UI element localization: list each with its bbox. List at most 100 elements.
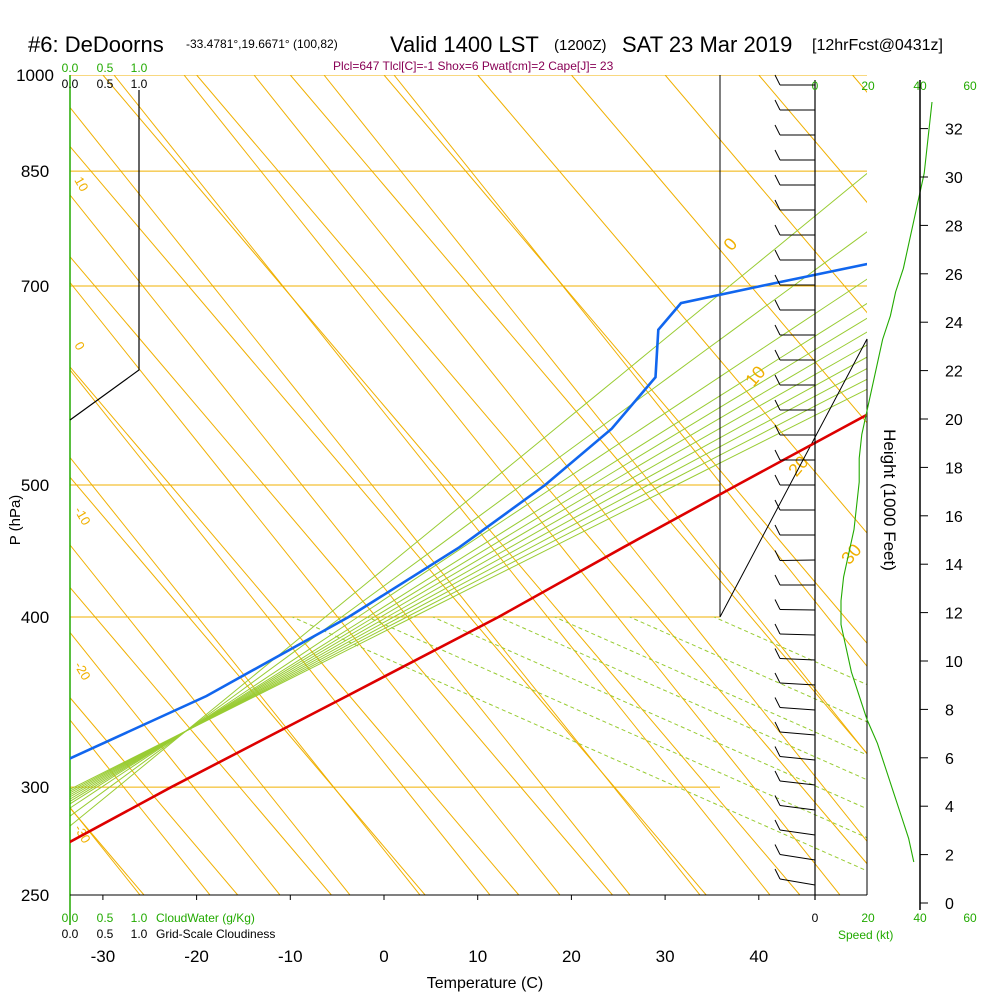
isotherm-line — [853, 75, 1000, 895]
pressure-tick-label: 700 — [21, 277, 49, 296]
wind-barb-flag — [775, 325, 780, 335]
utc-time: (1200Z) — [554, 37, 607, 54]
speed-tick-top: 60 — [963, 79, 977, 93]
speed-tick-top: 20 — [861, 79, 875, 93]
pressure-tick-label: 300 — [21, 778, 49, 797]
moist-adiabat-label: 30 — [837, 540, 865, 568]
pressure-tick-label: 250 — [21, 886, 49, 905]
wind-barb-flag — [775, 624, 780, 634]
mixing-ratio-line — [498, 617, 1000, 895]
wind-barb-flag — [775, 796, 780, 806]
wind-barb — [780, 879, 815, 885]
wind-barb — [780, 708, 815, 711]
isotherm-edge-label: 0 — [71, 339, 88, 353]
temperature-tick-label: -10 — [278, 947, 303, 966]
height-tick-label: 26 — [945, 267, 963, 284]
dewpoint-profile — [0, 109, 1000, 896]
height-tick-label: 28 — [945, 218, 963, 235]
height-tick-label: 12 — [945, 606, 963, 623]
wind-barb — [780, 757, 815, 761]
wind-barb-flag — [775, 475, 780, 485]
wind-barb — [780, 806, 815, 811]
cloudwater-tick-top: 1.0 — [131, 61, 148, 75]
wind-barb-flag — [775, 698, 780, 708]
wind-barb-flag — [775, 300, 780, 310]
y-axis-label: P (hPa) — [7, 495, 24, 546]
wind-barb-flag — [775, 845, 780, 855]
cloudiness-label: Grid-Scale Cloudiness — [156, 927, 275, 941]
cloudwater-label: CloudWater (g/Kg) — [156, 911, 255, 925]
temperature-tick-label: 0 — [379, 947, 388, 966]
height-tick-label: 24 — [945, 315, 963, 332]
speed-tick-bottom: 20 — [861, 911, 875, 925]
forecast-tag: [12hrFcst@0431z] — [812, 37, 943, 54]
mixing-ratio-line — [555, 617, 1000, 895]
height-tick-label: 0 — [945, 896, 954, 913]
cloudiness-tick-top: 0.0 — [62, 77, 79, 91]
cloudwater-tick-bottom: 0.5 — [97, 911, 114, 925]
speed-tick-bottom: 40 — [913, 911, 927, 925]
cloudiness-tick-bottom: 0.0 — [62, 927, 79, 941]
valid-date: SAT 23 Mar 2019 — [622, 32, 792, 57]
temperature-tick-label: 20 — [562, 947, 581, 966]
wind-barb — [780, 732, 815, 735]
speed-tick-bottom: 60 — [963, 911, 977, 925]
wind-barb — [780, 634, 815, 635]
pressure-tick-label: 850 — [21, 162, 49, 181]
height-tick-label: 10 — [945, 654, 963, 671]
wind-barb-flag — [775, 600, 780, 610]
wind-barb-flag — [775, 225, 780, 235]
cloudiness-tick-top: 1.0 — [131, 77, 148, 91]
mixing-ratio-label: 5 — [418, 903, 433, 919]
height-tick-label: 2 — [945, 848, 954, 865]
speed-tick-top: 0 — [812, 79, 819, 93]
wind-barb-flag — [775, 175, 780, 185]
wind-barb-flag — [775, 525, 780, 535]
sounding-profiles — [0, 104, 1000, 895]
wind-barb-flag — [775, 350, 780, 360]
height-tick-label: 14 — [945, 557, 963, 574]
mixing-ratio-label: 3 — [354, 903, 369, 919]
wind-barb-flag — [775, 551, 780, 561]
wind-barb-flag — [775, 575, 780, 585]
wind-barb-flag — [775, 771, 780, 781]
wind-barb-flag — [775, 450, 780, 460]
isotherm-edge-label: -20 — [71, 659, 93, 683]
wind-barb-flag — [775, 150, 780, 160]
temperature-tick-label: -30 — [91, 947, 116, 966]
isotherm-edge-label: 10 — [71, 174, 91, 194]
station-coords: -33.4781°,19.6671° (100,82) — [186, 37, 338, 51]
mixing-ratio-label: 12 — [535, 901, 556, 922]
height-axis-label: Height (1000 Feet) — [880, 429, 899, 571]
wind-barb — [780, 683, 815, 685]
cloudiness-tick-bottom: 1.0 — [131, 927, 148, 941]
pressure-tick-label: 1000 — [16, 66, 54, 85]
cloudiness-tick-top: 0.5 — [97, 77, 114, 91]
stability-indices: Plcl=647 Tlcl[C]=-1 Shox=6 Pwat[cm]=2 Ca… — [333, 59, 614, 73]
x-axis-label: Temperature (C) — [427, 975, 543, 992]
cloudwater-tick-bottom: 1.0 — [131, 911, 148, 925]
temperature-tick-label: -20 — [184, 947, 209, 966]
cloudiness-profile — [70, 90, 139, 420]
moist-adiabat-label: 10 — [741, 362, 769, 390]
cloudwater-tick-top: 0.5 — [97, 61, 114, 75]
cloudwater-tick-bottom: 0.0 — [62, 911, 79, 925]
wind-barb-flag — [775, 100, 780, 110]
height-tick-label: 20 — [945, 412, 963, 429]
height-tick-label: 18 — [945, 460, 963, 477]
temperature-tick-label: 30 — [656, 947, 675, 966]
moist-adiabat-label: 0 — [720, 234, 742, 255]
height-tick-label: 16 — [945, 509, 963, 526]
height-tick-label: 6 — [945, 751, 954, 768]
isotherm-edge-label: -10 — [71, 504, 93, 528]
wind-barb-flag — [775, 375, 780, 385]
height-tick-label: 4 — [945, 799, 954, 816]
speed-axis-label: Speed (kt) — [838, 928, 893, 942]
valid-time: Valid 1400 LST — [390, 32, 539, 57]
height-tick-label: 8 — [945, 702, 954, 719]
temperature-profile — [0, 109, 1000, 896]
